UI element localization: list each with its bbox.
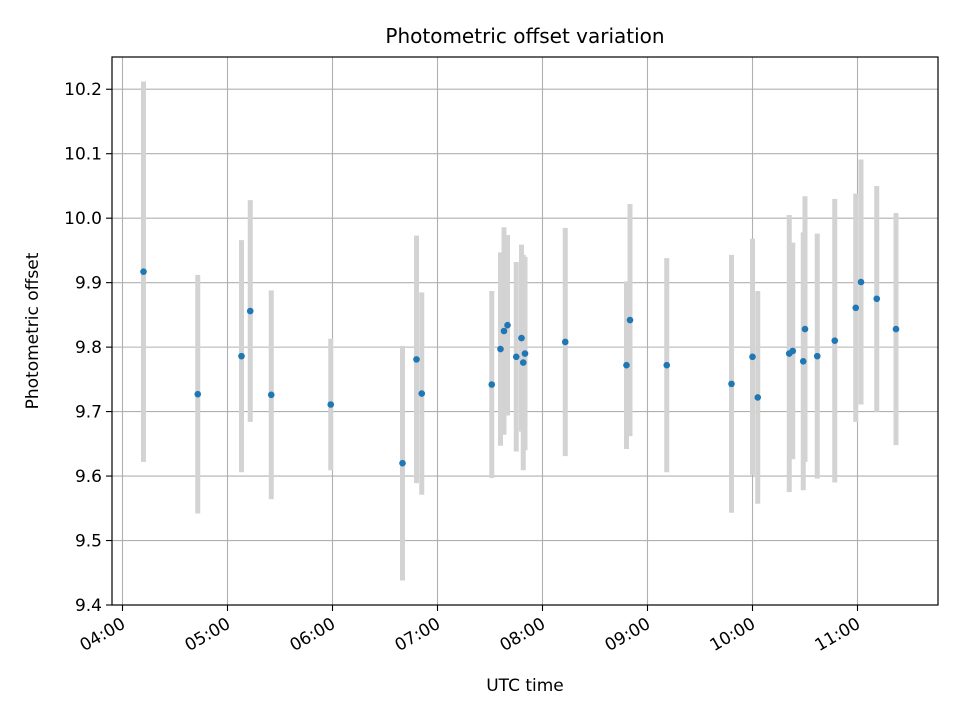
data-point bbox=[852, 304, 860, 312]
data-point bbox=[504, 321, 511, 329]
y-tick-label: 10.0 bbox=[64, 209, 102, 229]
data-point bbox=[418, 390, 426, 397]
data-point bbox=[238, 352, 245, 360]
data-point bbox=[500, 327, 508, 335]
y-tick-label: 10.2 bbox=[64, 80, 102, 100]
data-point bbox=[754, 394, 762, 401]
data-point bbox=[749, 353, 756, 361]
data-point bbox=[626, 316, 634, 324]
data-point bbox=[873, 295, 881, 303]
data-point bbox=[140, 268, 147, 275]
data-point bbox=[561, 338, 569, 346]
data-point bbox=[512, 353, 520, 361]
data-point bbox=[497, 345, 504, 353]
data-points bbox=[140, 268, 900, 467]
data-point bbox=[194, 390, 202, 398]
y-tick-label: 9.6 bbox=[75, 467, 102, 487]
y-axis-title: Photometric offset bbox=[23, 252, 43, 409]
data-point bbox=[623, 361, 630, 369]
data-point bbox=[801, 325, 809, 333]
data-point bbox=[892, 325, 900, 333]
y-tick-label: 10.1 bbox=[64, 145, 102, 165]
data-point bbox=[267, 391, 275, 399]
y-tick-label: 9.7 bbox=[75, 403, 102, 423]
plot-frame bbox=[111, 56, 939, 606]
chart-title: Photometric offset variation bbox=[385, 24, 664, 48]
data-point bbox=[399, 459, 406, 467]
data-point bbox=[728, 380, 735, 388]
y-tick-label: 9.5 bbox=[75, 532, 102, 552]
y-axis-ticks: 9.4 9.5 9.6 9.7 9.8 9.9 10.0 10.1 10.2 bbox=[64, 80, 112, 616]
data-point bbox=[521, 350, 529, 357]
data-point bbox=[246, 307, 254, 315]
data-point bbox=[488, 381, 496, 388]
y-tick-label: 9.9 bbox=[75, 274, 102, 294]
data-point bbox=[831, 337, 839, 344]
data-point bbox=[413, 356, 420, 363]
data-point bbox=[327, 401, 335, 408]
data-point bbox=[663, 361, 671, 369]
data-point bbox=[799, 358, 807, 365]
data-point bbox=[789, 347, 797, 355]
data-point bbox=[857, 278, 865, 286]
y-tick-label: 9.8 bbox=[75, 338, 102, 358]
x-axis-title: UTC time bbox=[486, 676, 564, 696]
data-point bbox=[519, 359, 527, 366]
y-tick-label: 9.4 bbox=[75, 596, 102, 616]
data-point bbox=[813, 352, 821, 360]
data-point bbox=[518, 334, 525, 342]
